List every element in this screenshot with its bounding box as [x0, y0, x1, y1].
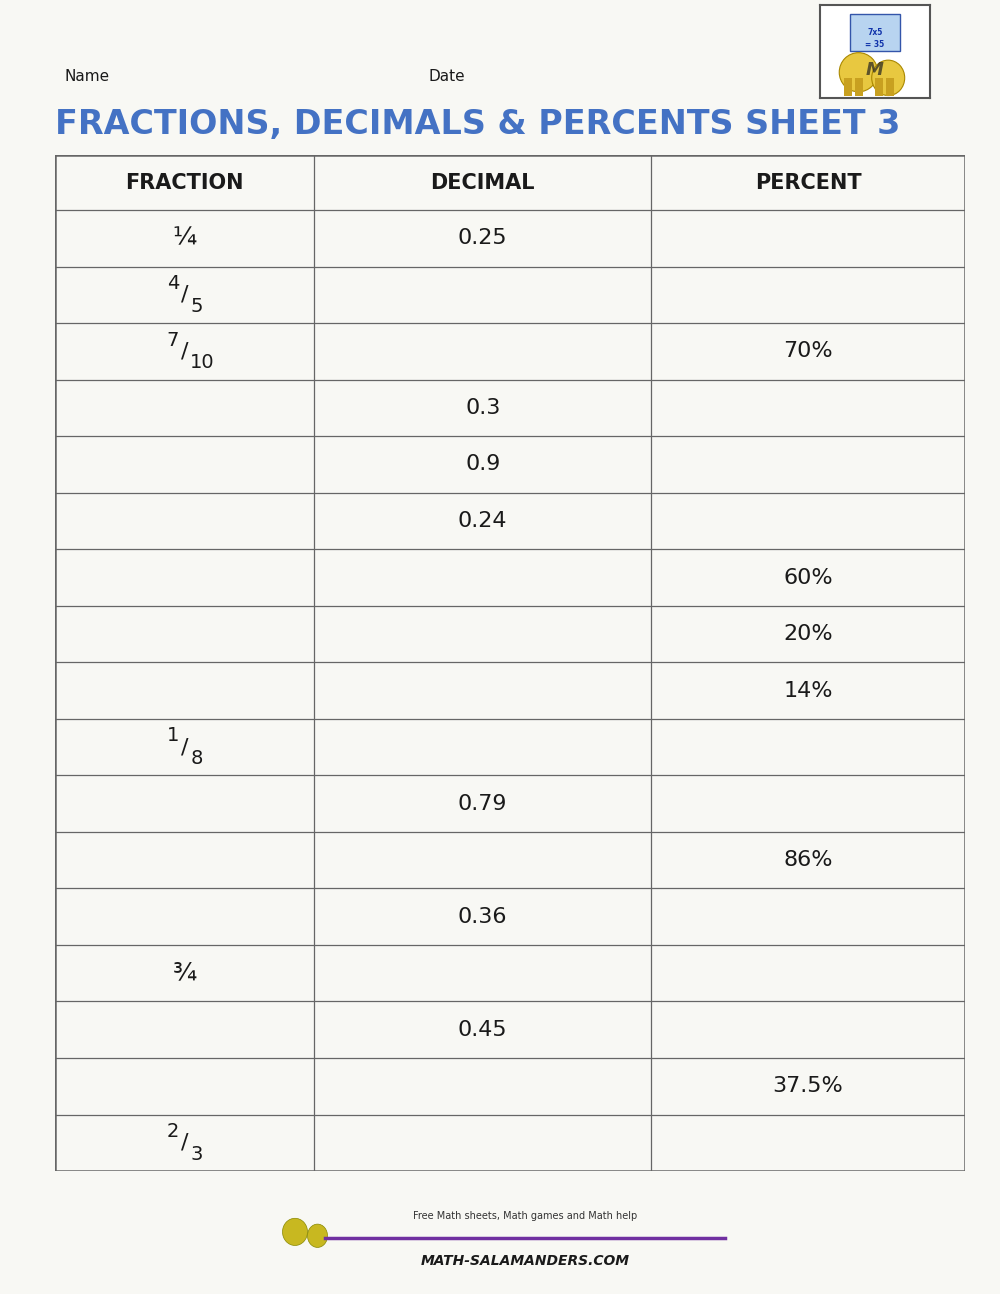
Text: 0.45: 0.45 [458, 1020, 508, 1040]
FancyBboxPatch shape [850, 13, 900, 50]
Text: 5: 5 [190, 296, 203, 316]
Text: 1: 1 [167, 726, 179, 745]
Text: Free Math sheets, Math games and Math help: Free Math sheets, Math games and Math he… [413, 1211, 637, 1222]
Ellipse shape [308, 1224, 328, 1247]
Text: /: / [181, 1132, 188, 1153]
Text: 4: 4 [167, 274, 179, 294]
Bar [886, 78, 894, 97]
Text: 0.25: 0.25 [458, 229, 508, 248]
Text: 7: 7 [167, 331, 179, 349]
Text: ¾: ¾ [173, 961, 197, 985]
Text: 0.3: 0.3 [465, 399, 500, 418]
Text: 60%: 60% [783, 568, 833, 587]
Text: ¼: ¼ [173, 226, 197, 251]
Text: FRACTION: FRACTION [125, 172, 244, 193]
Text: 0.24: 0.24 [458, 511, 507, 531]
Bar [855, 78, 863, 97]
Text: 0.79: 0.79 [458, 793, 507, 814]
Text: MATH-SALAMANDERS.COM: MATH-SALAMANDERS.COM [420, 1254, 630, 1268]
Text: Name: Name [64, 70, 109, 84]
Text: 70%: 70% [783, 342, 833, 361]
Ellipse shape [839, 53, 878, 92]
Text: Date: Date [428, 70, 465, 84]
Text: /: / [181, 342, 188, 361]
Text: 3: 3 [190, 1145, 203, 1163]
Text: 0.36: 0.36 [458, 907, 507, 927]
Text: DECIMAL: DECIMAL [430, 172, 535, 193]
Text: FRACTIONS, DECIMALS & PERCENTS SHEET 3: FRACTIONS, DECIMALS & PERCENTS SHEET 3 [55, 107, 900, 141]
Text: 10: 10 [190, 353, 215, 373]
Bar [875, 78, 883, 97]
Text: /: / [181, 285, 188, 305]
Text: 86%: 86% [783, 850, 833, 870]
Text: 7x5: 7x5 [867, 27, 883, 36]
Ellipse shape [283, 1219, 308, 1245]
Text: M: M [866, 61, 884, 79]
Text: 14%: 14% [783, 681, 833, 700]
Text: PERCENT: PERCENT [755, 172, 861, 193]
Text: 20%: 20% [783, 624, 833, 644]
Text: 8: 8 [190, 749, 203, 767]
Text: = 35: = 35 [865, 40, 885, 49]
Text: 2: 2 [167, 1122, 179, 1141]
Text: 37.5%: 37.5% [773, 1077, 843, 1096]
Ellipse shape [872, 60, 905, 96]
Text: 0.9: 0.9 [465, 454, 500, 475]
Text: /: / [181, 738, 188, 757]
Bar [844, 78, 852, 97]
